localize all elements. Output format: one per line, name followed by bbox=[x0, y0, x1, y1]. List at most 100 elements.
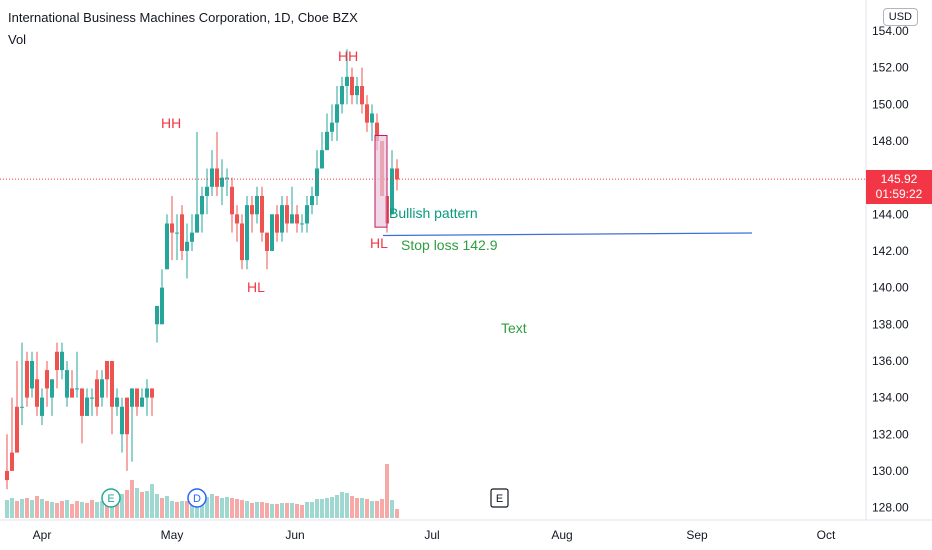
volume-bar bbox=[295, 504, 299, 518]
annotation-hl-1[interactable]: HL bbox=[247, 279, 265, 295]
candle-body bbox=[305, 205, 309, 224]
candle-body bbox=[190, 232, 194, 242]
candle-body bbox=[270, 214, 274, 251]
volume-bar bbox=[350, 496, 354, 518]
volume-bar bbox=[300, 505, 304, 518]
candle-body bbox=[10, 452, 14, 471]
volume-bar bbox=[275, 504, 279, 518]
candle-body bbox=[245, 205, 249, 261]
volume-bar bbox=[30, 500, 34, 518]
candle-body bbox=[220, 177, 224, 187]
annotation-hl-2[interactable]: HL bbox=[370, 235, 388, 251]
candle-body bbox=[45, 370, 49, 389]
volume-bar bbox=[385, 464, 389, 518]
annotation-bullish-pattern[interactable]: Bullish pattern bbox=[389, 205, 478, 221]
volume-bar bbox=[360, 498, 364, 518]
volume-bar bbox=[155, 494, 159, 518]
volume-bar bbox=[60, 501, 64, 518]
volume-bar bbox=[230, 498, 234, 518]
volume-bar bbox=[270, 504, 274, 518]
volume-bar bbox=[345, 493, 349, 518]
candle-body bbox=[75, 388, 79, 390]
dividend-event-marker[interactable]: D bbox=[187, 488, 207, 508]
volume-bar bbox=[310, 502, 314, 518]
time-tick-label: Sep bbox=[686, 528, 708, 542]
volume-bar bbox=[150, 484, 154, 518]
candle-body bbox=[295, 214, 299, 224]
volume-bar bbox=[315, 499, 319, 518]
candle-body bbox=[145, 388, 149, 398]
time-tick-label: Apr bbox=[33, 528, 52, 542]
price-tick-label: 144.00 bbox=[872, 207, 909, 221]
currency-button[interactable]: USD bbox=[882, 8, 918, 26]
volume-bar bbox=[170, 501, 174, 518]
candle-body bbox=[215, 168, 219, 187]
volume-bar bbox=[145, 491, 149, 518]
stop-loss-line[interactable] bbox=[382, 232, 753, 237]
volume-bar bbox=[175, 502, 179, 518]
volume-bar bbox=[235, 499, 239, 518]
time-tick-label: Jul bbox=[424, 528, 439, 542]
candle-body bbox=[225, 177, 229, 179]
candle-body bbox=[300, 223, 304, 225]
candle-body bbox=[265, 232, 269, 251]
volume-indicator-label[interactable]: Vol bbox=[8, 32, 27, 47]
price-axis[interactable]: 154.00152.00150.00148.00146.00144.00142.… bbox=[865, 0, 909, 520]
earnings-event-label: E bbox=[107, 493, 114, 505]
volume-bar bbox=[110, 498, 114, 518]
last-price-value: 145.92 bbox=[880, 172, 918, 187]
price-tick-label: 150.00 bbox=[872, 97, 909, 111]
annotation-hh-2[interactable]: HH bbox=[338, 48, 358, 64]
candle-body bbox=[155, 305, 159, 325]
candle-body bbox=[325, 131, 329, 151]
volume-bar bbox=[105, 504, 109, 518]
price-tick-label: 136.00 bbox=[872, 354, 909, 368]
candle-body bbox=[25, 360, 29, 398]
annotation-text[interactable]: Text bbox=[501, 320, 527, 336]
price-tick-label: 154.00 bbox=[872, 24, 909, 38]
price-tick-label: 152.00 bbox=[872, 61, 909, 75]
volume-bar bbox=[220, 498, 224, 518]
volume-bar bbox=[200, 499, 204, 518]
future-earnings-event-marker[interactable]: E bbox=[490, 488, 509, 508]
earnings-event-marker[interactable]: E bbox=[101, 488, 121, 508]
volume-bar bbox=[280, 503, 284, 518]
candle-body bbox=[90, 397, 94, 399]
volume-bar bbox=[80, 502, 84, 518]
time-axis[interactable]: Apr May Jun Jul Aug Sep Oct bbox=[0, 519, 932, 542]
volume-bar bbox=[290, 503, 294, 518]
dividend-event-label: D bbox=[193, 493, 201, 505]
volume-bar bbox=[225, 497, 229, 518]
candle-body bbox=[310, 195, 314, 206]
volume-bar bbox=[180, 501, 184, 518]
volume-bar bbox=[240, 500, 244, 518]
price-tick-label: 138.00 bbox=[872, 317, 909, 331]
annotation-stop-loss[interactable]: Stop loss 142.9 bbox=[401, 237, 498, 253]
candle-body bbox=[275, 214, 279, 233]
volume-bar bbox=[40, 499, 44, 518]
candle-body bbox=[175, 232, 179, 234]
candle-body bbox=[350, 76, 354, 96]
candle-body bbox=[200, 195, 204, 215]
candle-body bbox=[355, 85, 359, 96]
candle-body bbox=[60, 351, 64, 371]
candle-body bbox=[195, 214, 199, 233]
volume-bar bbox=[20, 499, 24, 518]
volume-bar bbox=[135, 488, 139, 518]
candle-body bbox=[80, 388, 84, 416]
annotation-hh-1[interactable]: HH bbox=[161, 115, 181, 131]
volume-bar bbox=[10, 498, 14, 518]
candle-body bbox=[395, 168, 399, 180]
volume-bar bbox=[125, 490, 129, 518]
candle-body bbox=[235, 214, 239, 224]
candle-body bbox=[150, 388, 154, 398]
bullish-pattern-box[interactable] bbox=[374, 134, 388, 228]
candle-body bbox=[365, 104, 369, 123]
volume-bar bbox=[375, 501, 379, 518]
candle-body bbox=[230, 186, 234, 215]
candle-body bbox=[250, 205, 254, 215]
time-tick-label: May bbox=[161, 528, 184, 542]
candle-body bbox=[170, 223, 174, 233]
candle-body bbox=[260, 195, 264, 233]
